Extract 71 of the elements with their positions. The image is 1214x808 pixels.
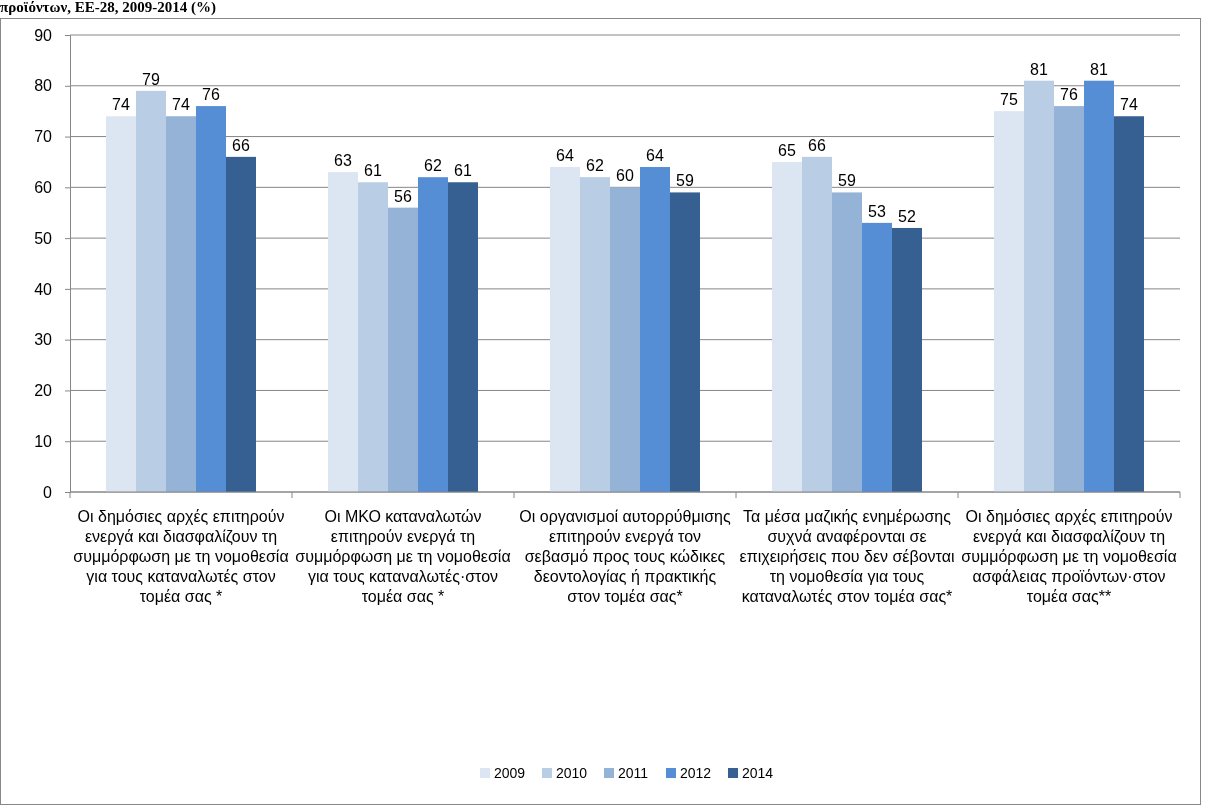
data-label: 74 xyxy=(1120,96,1138,114)
bar xyxy=(802,156,832,492)
bar xyxy=(862,222,892,492)
bar xyxy=(106,116,136,492)
bar xyxy=(1054,106,1084,492)
bar xyxy=(832,192,862,492)
x-tick-label: Οι οργανισμοί αυτορρύθμισης επιτηρούν ενεργά τον σεβασμό προς τους κώδικες δεοντολογίας ή πρακτικής στον τομέα σας* xyxy=(519,508,731,605)
data-label: 81 xyxy=(1090,60,1108,78)
bar xyxy=(1084,80,1114,492)
bar xyxy=(1114,116,1144,492)
bar xyxy=(328,172,358,492)
bar xyxy=(670,192,700,492)
x-tick-label: Οι δημόσιες αρχές επιτηρούν ενεργά και διασφαλίζουν τη συμμόρφωση με τη νομοθεσία για τους καταναλωτές στον τομέα σας * xyxy=(73,508,289,605)
y-tick-label: 20 xyxy=(34,382,53,400)
x-tick-label: Οι ΜΚΟ καταναλωτών επιτηρούν ενεργά τη συμμόρφωση με τη νομοθεσία για τους καταναλωτές·στον τομέα σας * xyxy=(295,508,511,605)
bar xyxy=(166,116,196,492)
y-tick-label: 60 xyxy=(34,178,53,196)
legend-label: 2012 xyxy=(680,765,712,781)
y-tick-label: 50 xyxy=(34,229,53,247)
bar xyxy=(892,227,922,492)
bar xyxy=(640,167,670,492)
bar xyxy=(448,182,478,492)
y-tick-label: 40 xyxy=(34,280,53,298)
data-label: 64 xyxy=(646,147,664,165)
legend-label: 2014 xyxy=(742,765,774,781)
data-label: 65 xyxy=(778,141,796,159)
data-label: 81 xyxy=(1030,60,1048,78)
data-label: 62 xyxy=(586,157,604,175)
bar xyxy=(994,111,1024,492)
data-label: 53 xyxy=(868,202,886,220)
legend-label: 2011 xyxy=(618,765,649,781)
data-label: 74 xyxy=(112,96,130,114)
data-label: 66 xyxy=(232,136,250,154)
data-label: 61 xyxy=(364,162,382,180)
data-label: 59 xyxy=(838,172,856,190)
data-label: 76 xyxy=(1060,86,1078,104)
y-tick-label: 90 xyxy=(34,26,53,44)
data-label: 52 xyxy=(898,207,916,225)
y-tick-label: 10 xyxy=(34,432,53,450)
legend-label: 2009 xyxy=(494,765,526,781)
bar xyxy=(1024,80,1054,492)
data-label: 74 xyxy=(172,96,190,114)
bar xyxy=(418,177,448,492)
legend-label: 2010 xyxy=(556,765,588,781)
x-tick-label: Οι δημόσιες αρχές επιτηρούν ενεργά και διασφαλίζουν τη συμμόρφωση με τη νομοθεσία ασφάλειας προϊόντων·στον τομέα σας** xyxy=(961,508,1177,605)
data-label: 59 xyxy=(676,172,694,190)
data-label: 61 xyxy=(454,162,472,180)
y-tick-label: 80 xyxy=(34,77,53,95)
data-label: 56 xyxy=(394,187,412,205)
data-label: 76 xyxy=(202,86,220,104)
bar xyxy=(388,207,418,492)
data-label: 79 xyxy=(142,70,160,88)
data-label: 66 xyxy=(808,136,826,154)
x-tick-label: Τα μέσα μαζικής ενημέρωσης συχνά αναφέρονται σε επιχειρήσεις που δεν σέβονται τη νομοθεσία για τους καταναλωτές στον τομέα σας* xyxy=(739,508,955,605)
y-tick-label: 70 xyxy=(34,128,53,146)
data-label: 60 xyxy=(616,167,634,185)
data-label: 62 xyxy=(424,157,442,175)
chart-title: προϊόντων, ΕΕ-28, 2009-2014 (%) xyxy=(0,0,216,16)
y-tick-label: 30 xyxy=(34,331,53,349)
data-label: 64 xyxy=(556,147,574,165)
data-label: 63 xyxy=(334,152,352,170)
bar xyxy=(610,187,640,492)
bar xyxy=(136,90,166,492)
bar xyxy=(358,182,388,492)
y-tick-label: 0 xyxy=(43,483,53,501)
data-label: 75 xyxy=(1000,91,1018,109)
bar xyxy=(226,156,256,492)
bar xyxy=(772,161,802,492)
bar xyxy=(196,106,226,492)
bar xyxy=(550,167,580,492)
bar xyxy=(580,177,610,492)
